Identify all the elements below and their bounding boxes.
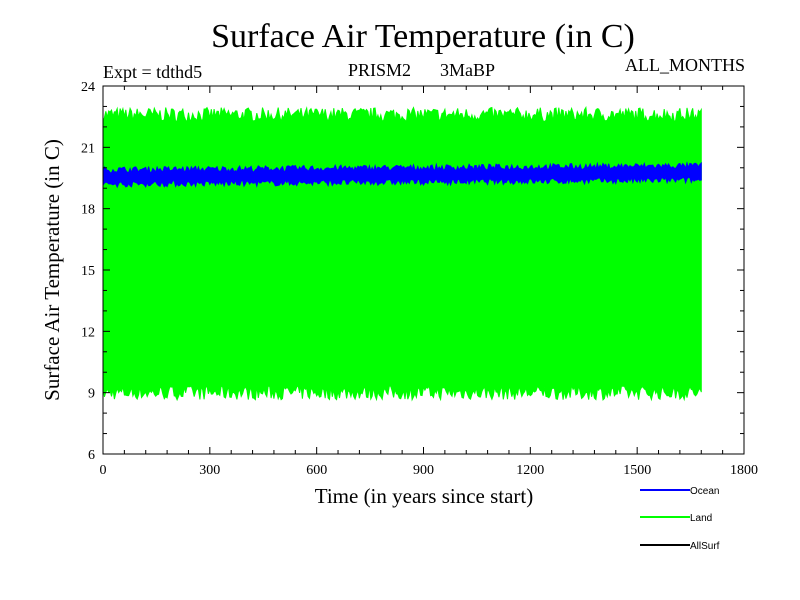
x-tick-label: 1500 (623, 463, 651, 478)
x-tick-label: 900 (413, 463, 434, 478)
axis-ticks (102, 85, 745, 455)
y-tick-label: 15 (81, 264, 95, 279)
legend-label-land: Land (690, 513, 712, 524)
y-tick-label: 12 (81, 325, 95, 340)
series-ocean-band (102, 161, 702, 189)
y-tick-label: 9 (88, 387, 95, 402)
season-label: ALL_MONTHS (625, 55, 745, 75)
series-land-band (102, 105, 702, 402)
legend-label-allsurf: AllSurf (690, 541, 720, 552)
chart-title: Surface Air Temperature (in C) (211, 18, 635, 55)
x-tick-label: 300 (199, 463, 220, 478)
y-tick-label: 6 (88, 448, 95, 463)
y-tick-label: 18 (81, 203, 95, 218)
period-label: 3MaBP (440, 60, 495, 80)
legend-label-ocean: Ocean (690, 486, 719, 497)
x-tick-label: 1800 (730, 463, 758, 478)
x-axis-label: Time (in years since start) (315, 484, 534, 508)
x-tick-labels: 0 300 600 900 1200 1500 1800 (100, 463, 759, 478)
y-tick-label: 24 (81, 80, 95, 95)
plot-area (102, 105, 702, 402)
legend: Ocean Land AllSurf (640, 486, 720, 552)
x-tick-label: 1200 (516, 463, 544, 478)
model-label: PRISM2 (348, 60, 411, 80)
experiment-label: Expt = tdthd5 (103, 62, 202, 82)
y-tick-label: 21 (81, 141, 95, 156)
x-tick-label: 600 (306, 463, 327, 478)
x-tick-label: 0 (100, 463, 107, 478)
y-axis-label: Surface Air Temperature (in C) (40, 139, 64, 401)
y-tick-labels: 6 9 12 15 18 21 24 (81, 80, 95, 463)
